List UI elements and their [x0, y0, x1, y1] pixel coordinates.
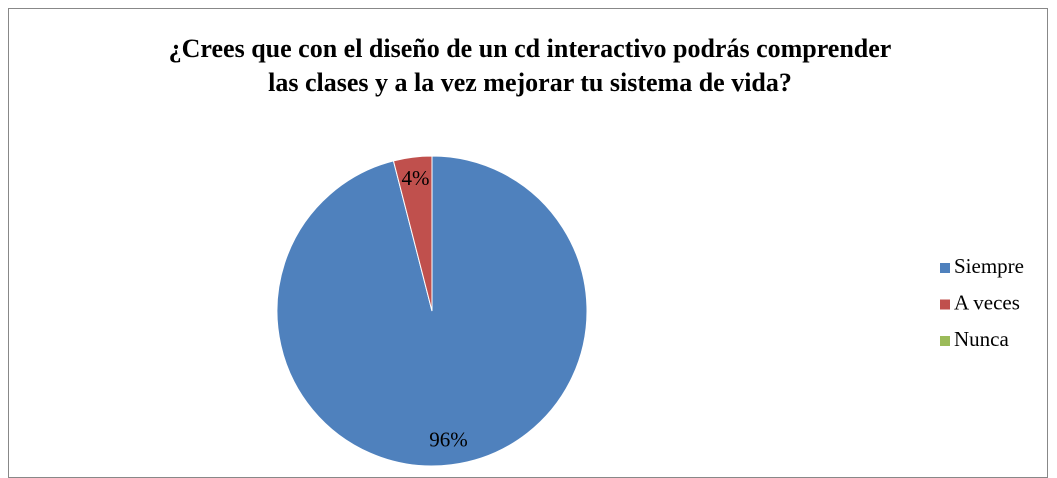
page: 96% 4% Siempre A veces Nunca ¿Crees que con …	[8, 8, 1048, 478]
legend-swatch	[940, 336, 950, 346]
data-label: 4%	[401, 166, 429, 190]
chart-title: ¿Crees que con el diseño de un cd intera…	[168, 34, 892, 97]
legend-label: Siempre	[954, 254, 1024, 278]
data-label: 96%	[429, 428, 468, 452]
legend-label: Nunca	[954, 327, 1009, 351]
chart: 96% 4% Siempre A veces Nunca	[276, 155, 1024, 467]
legend-label: A veces	[954, 290, 1020, 314]
legend-swatch	[940, 263, 950, 273]
legend-swatch	[940, 299, 950, 310]
